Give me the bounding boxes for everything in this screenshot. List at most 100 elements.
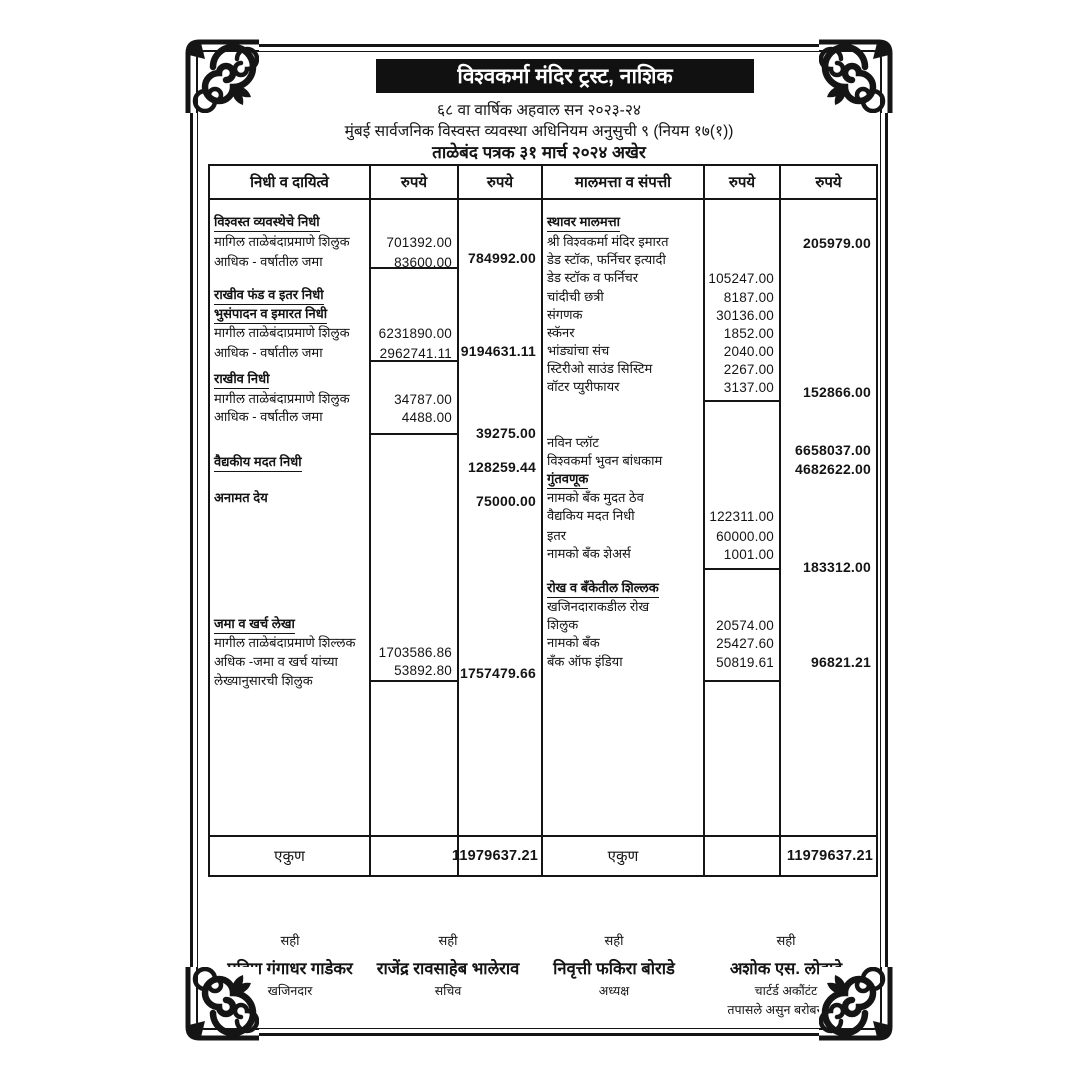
col-header-rupees: रुपये xyxy=(371,166,459,198)
liabilities-total-column: 784992.00 9194631.11 39275.00 128259.44 … xyxy=(459,200,543,835)
liability-line: आधिक - वर्षातील जमा xyxy=(214,254,323,269)
asset-amount: 25427.60 xyxy=(716,636,774,651)
liability-subtotal: 75000.00 xyxy=(476,493,536,509)
asset-amount: 122311.00 xyxy=(709,509,774,524)
cell-divider xyxy=(705,568,779,570)
asset-line: स्कॅनर xyxy=(547,325,575,340)
asset-line: बँक ऑफ इंडिया xyxy=(547,654,623,669)
asset-line: नविन प्लॉट xyxy=(547,435,599,450)
corner-flourish-icon xyxy=(819,39,893,113)
col-header-liabilities: निधी व दायित्वे xyxy=(210,166,371,198)
annual-report-line: ६८ वा वार्षिक अहवाल सन २०२३-२४ xyxy=(437,102,641,119)
asset-line: वैद्यकिय मदत निधी xyxy=(547,508,635,523)
balance-sheet-table: निधी व दायित्वे रुपये रुपये मालमत्ता व स… xyxy=(208,164,878,877)
signatory-role: खजिनदार xyxy=(267,984,313,998)
liability-amount: 4488.00 xyxy=(401,410,452,425)
asset-section-heading: गुंतवणूक xyxy=(547,471,589,489)
liability-line: आधिक - वर्षातील जमा xyxy=(214,345,323,360)
asset-line: श्री विश्वकर्मा मंदिर इमारत xyxy=(547,234,669,249)
asset-line: डेड स्टॉक व फर्निचर xyxy=(547,270,639,285)
trust-name: विश्वकर्मा मंदिर ट्रस्ट, नाशिक xyxy=(457,65,673,88)
col-header-rupees: रुपये xyxy=(705,166,781,198)
liability-amount: 83600.00 xyxy=(394,255,452,270)
liability-line: अधिक -जमा व खर्च यांच्या xyxy=(214,654,338,669)
liability-subtotal: 39275.00 xyxy=(476,425,536,441)
cell-divider xyxy=(371,267,457,269)
statement-title-line: ताळेबंद पत्रक ३१ मार्च २०२४ अखेर xyxy=(432,143,646,162)
asset-amount: 30136.00 xyxy=(716,308,774,323)
asset-line: खजिनदाराकडील रोख xyxy=(547,599,650,614)
corner-flourish-icon xyxy=(185,39,259,113)
asset-amount: 8187.00 xyxy=(723,290,774,305)
liability-subtotal: 128259.44 xyxy=(468,459,536,475)
liability-amount: 1703586.86 xyxy=(378,645,452,660)
asset-subtotal: 183312.00 xyxy=(803,559,871,575)
asset-amount: 60000.00 xyxy=(716,529,774,544)
asset-subtotal: 205979.00 xyxy=(803,235,871,251)
liability-line: मागिल ताळेबंदाप्रमाणे शिलुक xyxy=(214,234,350,249)
signatory-name: अशोक एस. लोहाडे xyxy=(729,960,843,978)
signatory-role: सचिव xyxy=(434,984,462,998)
liability-amount: 53892.80 xyxy=(394,663,452,678)
asset-line: डेड स्टॉक, फर्निचर इत्यादी xyxy=(547,252,666,267)
signature-label: सही xyxy=(438,933,458,948)
trust-title-bar: विश्वकर्मा मंदिर ट्रस्ट, नाशिक xyxy=(376,59,754,93)
table-body: विश्वस्त व्यवस्थेचे निधी मागिल ताळेबंदाप… xyxy=(210,200,876,835)
liability-line: मागील ताळेबंदाप्रमाणे शिलुक xyxy=(214,391,350,406)
liability-line: लेख्यानुसारची शिलुक xyxy=(214,673,313,688)
asset-line: नामको बँक शेअर्स xyxy=(547,546,631,561)
asset-subtotal: 152866.00 xyxy=(803,384,871,400)
signatory-role: चार्टर्ड अकौंटंट xyxy=(754,984,818,998)
liability-section-heading: अनामत देय xyxy=(214,490,268,505)
liabilities-amount-column: 701392.00 83600.00 6231890.00 2962741.11… xyxy=(371,200,459,835)
liability-amount: 34787.00 xyxy=(394,392,452,407)
asset-line: वॉटर प्युरीफायर xyxy=(547,379,620,394)
asset-amount: 1001.00 xyxy=(723,547,774,562)
asset-line: संगणक xyxy=(547,307,583,322)
ornamental-page-border: विश्वकर्मा मंदिर ट्रस्ट, नाशिक ६८ वा वार… xyxy=(190,44,888,1036)
audit-note: तपासले असुन बरोबर आहे xyxy=(727,1003,845,1017)
asset-subtotal: 4682622.00 xyxy=(795,461,871,477)
table-total-row: एकुण 11979637.21 एकुण 11979637.21 xyxy=(210,835,876,875)
total-label-right: एकुण xyxy=(543,837,705,875)
asset-amount: 1852.00 xyxy=(723,326,774,341)
liability-section-heading: राखीव फंड व इतर निधी xyxy=(214,287,324,305)
asset-line: भांड्यांचा संच xyxy=(547,343,610,358)
asset-line: चांदीची छत्री xyxy=(547,289,604,304)
asset-line: नामको बँक मुदत ठेव xyxy=(547,490,644,505)
cell-divider xyxy=(371,433,457,435)
asset-amount: 105247.00 xyxy=(708,271,774,286)
liability-subtotal: 9194631.11 xyxy=(460,343,536,359)
col-header-rupees: रुपये xyxy=(815,174,842,191)
cell-divider xyxy=(705,680,779,682)
grand-total-liabilities: 11979637.21 xyxy=(452,837,543,875)
cell-divider xyxy=(371,360,457,362)
signature-label: सही xyxy=(280,933,300,948)
liability-line: मागील ताळेबंदाप्रमाणे शिलुक xyxy=(214,325,350,340)
col-header-assets: मालमत्ता व संपत्ती xyxy=(543,166,705,198)
asset-section-heading: स्थावर मालमत्ता xyxy=(547,214,620,232)
assets-total-column: 205979.00 152866.00 6658037.00 4682622.0… xyxy=(781,200,876,835)
empty-cell xyxy=(705,837,781,875)
act-schedule-line: मुंबई सार्वजनिक विस्वस्त व्यवस्था अधिनिय… xyxy=(344,123,734,140)
assets-label-column: स्थावर मालमत्ता श्री विश्वकर्मा मंदिर इम… xyxy=(543,200,705,835)
liability-amount: 2962741.11 xyxy=(379,346,452,361)
signature-label: सही xyxy=(604,933,624,948)
asset-amount: 20574.00 xyxy=(716,618,774,633)
liability-line: मागील ताळेबंदाप्रमाणे शिल्लक xyxy=(214,635,356,650)
corner-flourish-icon xyxy=(819,967,893,1041)
liability-section-heading: जमा व खर्च लेखा xyxy=(214,616,295,634)
asset-line: स्टिरीओ साउंड सिस्टिम xyxy=(547,361,653,376)
asset-section-heading: रोख व बँकेतील शिल्लक xyxy=(547,580,659,598)
grand-total-assets: 11979637.21 xyxy=(786,848,873,864)
liability-section-heading: भुसंपादन व इमारत निधी xyxy=(214,306,328,324)
signature-block-secretary: सही राजेंद्र रावसाहेब भालेराव सचिव xyxy=(377,931,520,999)
signature-block-accountant: सही अशोक एस. लोहाडे चार्टर्ड अकौंटंट तपा… xyxy=(727,931,844,1018)
asset-line: शिलुक xyxy=(547,617,579,632)
col-header-rupees: रुपये xyxy=(459,166,543,198)
total-label-left: एकुण xyxy=(210,837,371,875)
asset-line: इतर xyxy=(547,528,567,543)
signature-label: सही xyxy=(776,933,796,948)
corner-flourish-icon xyxy=(185,967,259,1041)
